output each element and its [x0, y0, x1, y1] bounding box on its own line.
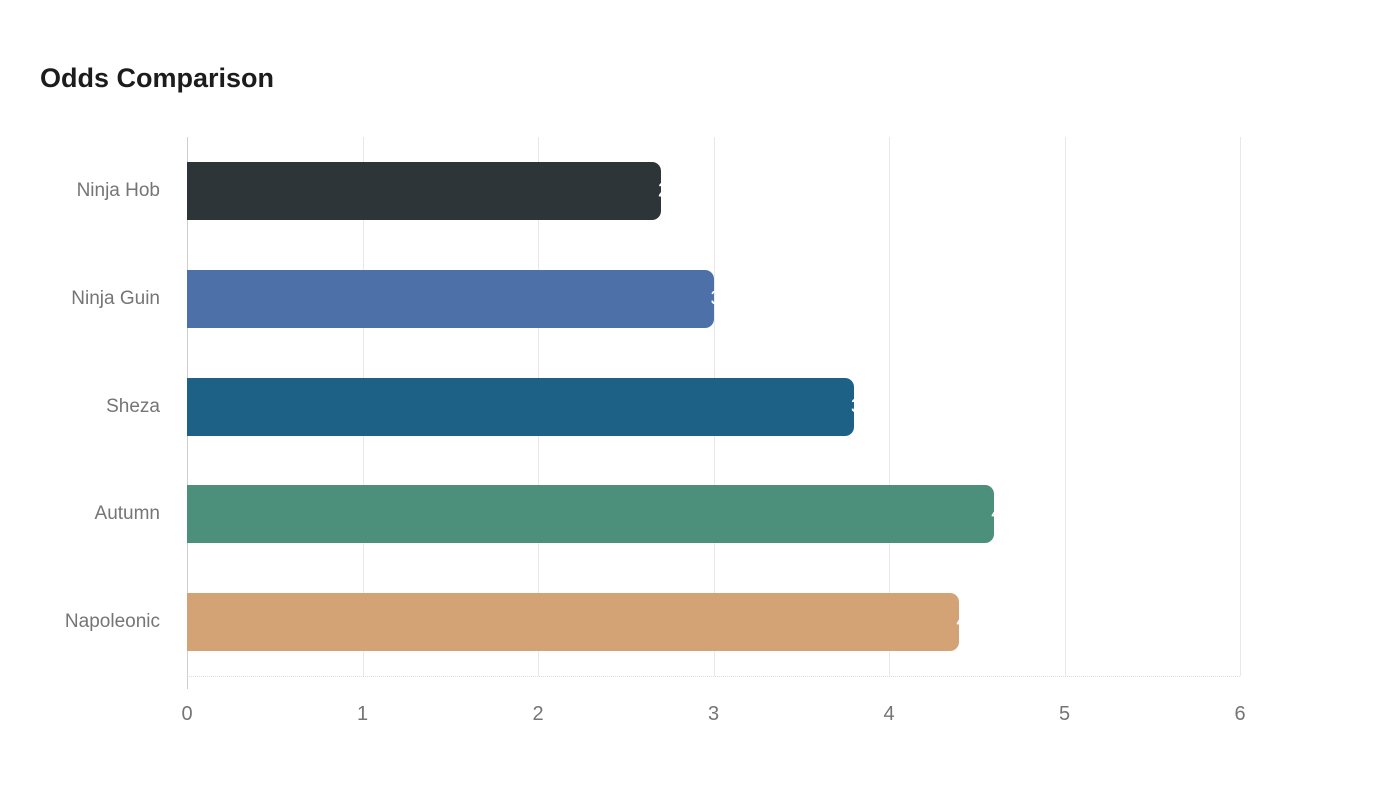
- x-tick-label: 2: [532, 703, 544, 725]
- gridline: [1064, 137, 1066, 676]
- bar-value-annotation: 3: [710, 287, 722, 310]
- gridline: [1240, 137, 1241, 676]
- bar-value-annotation: 4.6: [991, 502, 1020, 525]
- category-label: Napoleonic: [64, 611, 160, 633]
- bar-value-annotation: 2.7: [657, 179, 686, 202]
- bar-autumn: 4.6: [187, 485, 1019, 544]
- x-tick-label: 0: [181, 703, 193, 725]
- plot-area: 2.7 3 3.8 4.6 4.4: [187, 137, 1241, 689]
- category-label: Ninja Guin: [71, 287, 160, 309]
- bar-value-annotation: 4.4: [956, 610, 984, 633]
- x-tick-label: 3: [707, 703, 720, 725]
- bar-sheza: 3.8: [187, 377, 879, 436]
- gridline: [889, 137, 890, 676]
- category-label: Ninja Hob: [76, 179, 160, 201]
- category-label: Autumn: [94, 503, 160, 525]
- bar-ninja-guin: 3: [187, 269, 722, 328]
- bar-ninja-hob: 2.7: [187, 161, 686, 220]
- chart-title: Odds Comparison: [40, 63, 275, 93]
- plot-bottom-border: [187, 676, 1240, 677]
- category-label: Sheza: [106, 395, 160, 417]
- bar-value-annotation: 3.8: [850, 395, 879, 417]
- x-tick-label: 4: [883, 703, 895, 725]
- x-tick-label: 6: [1234, 703, 1246, 725]
- bar-napoleonic: 4.4: [187, 593, 984, 652]
- x-tick-label: 5: [1058, 703, 1071, 725]
- x-tick-label: 1: [356, 703, 369, 725]
